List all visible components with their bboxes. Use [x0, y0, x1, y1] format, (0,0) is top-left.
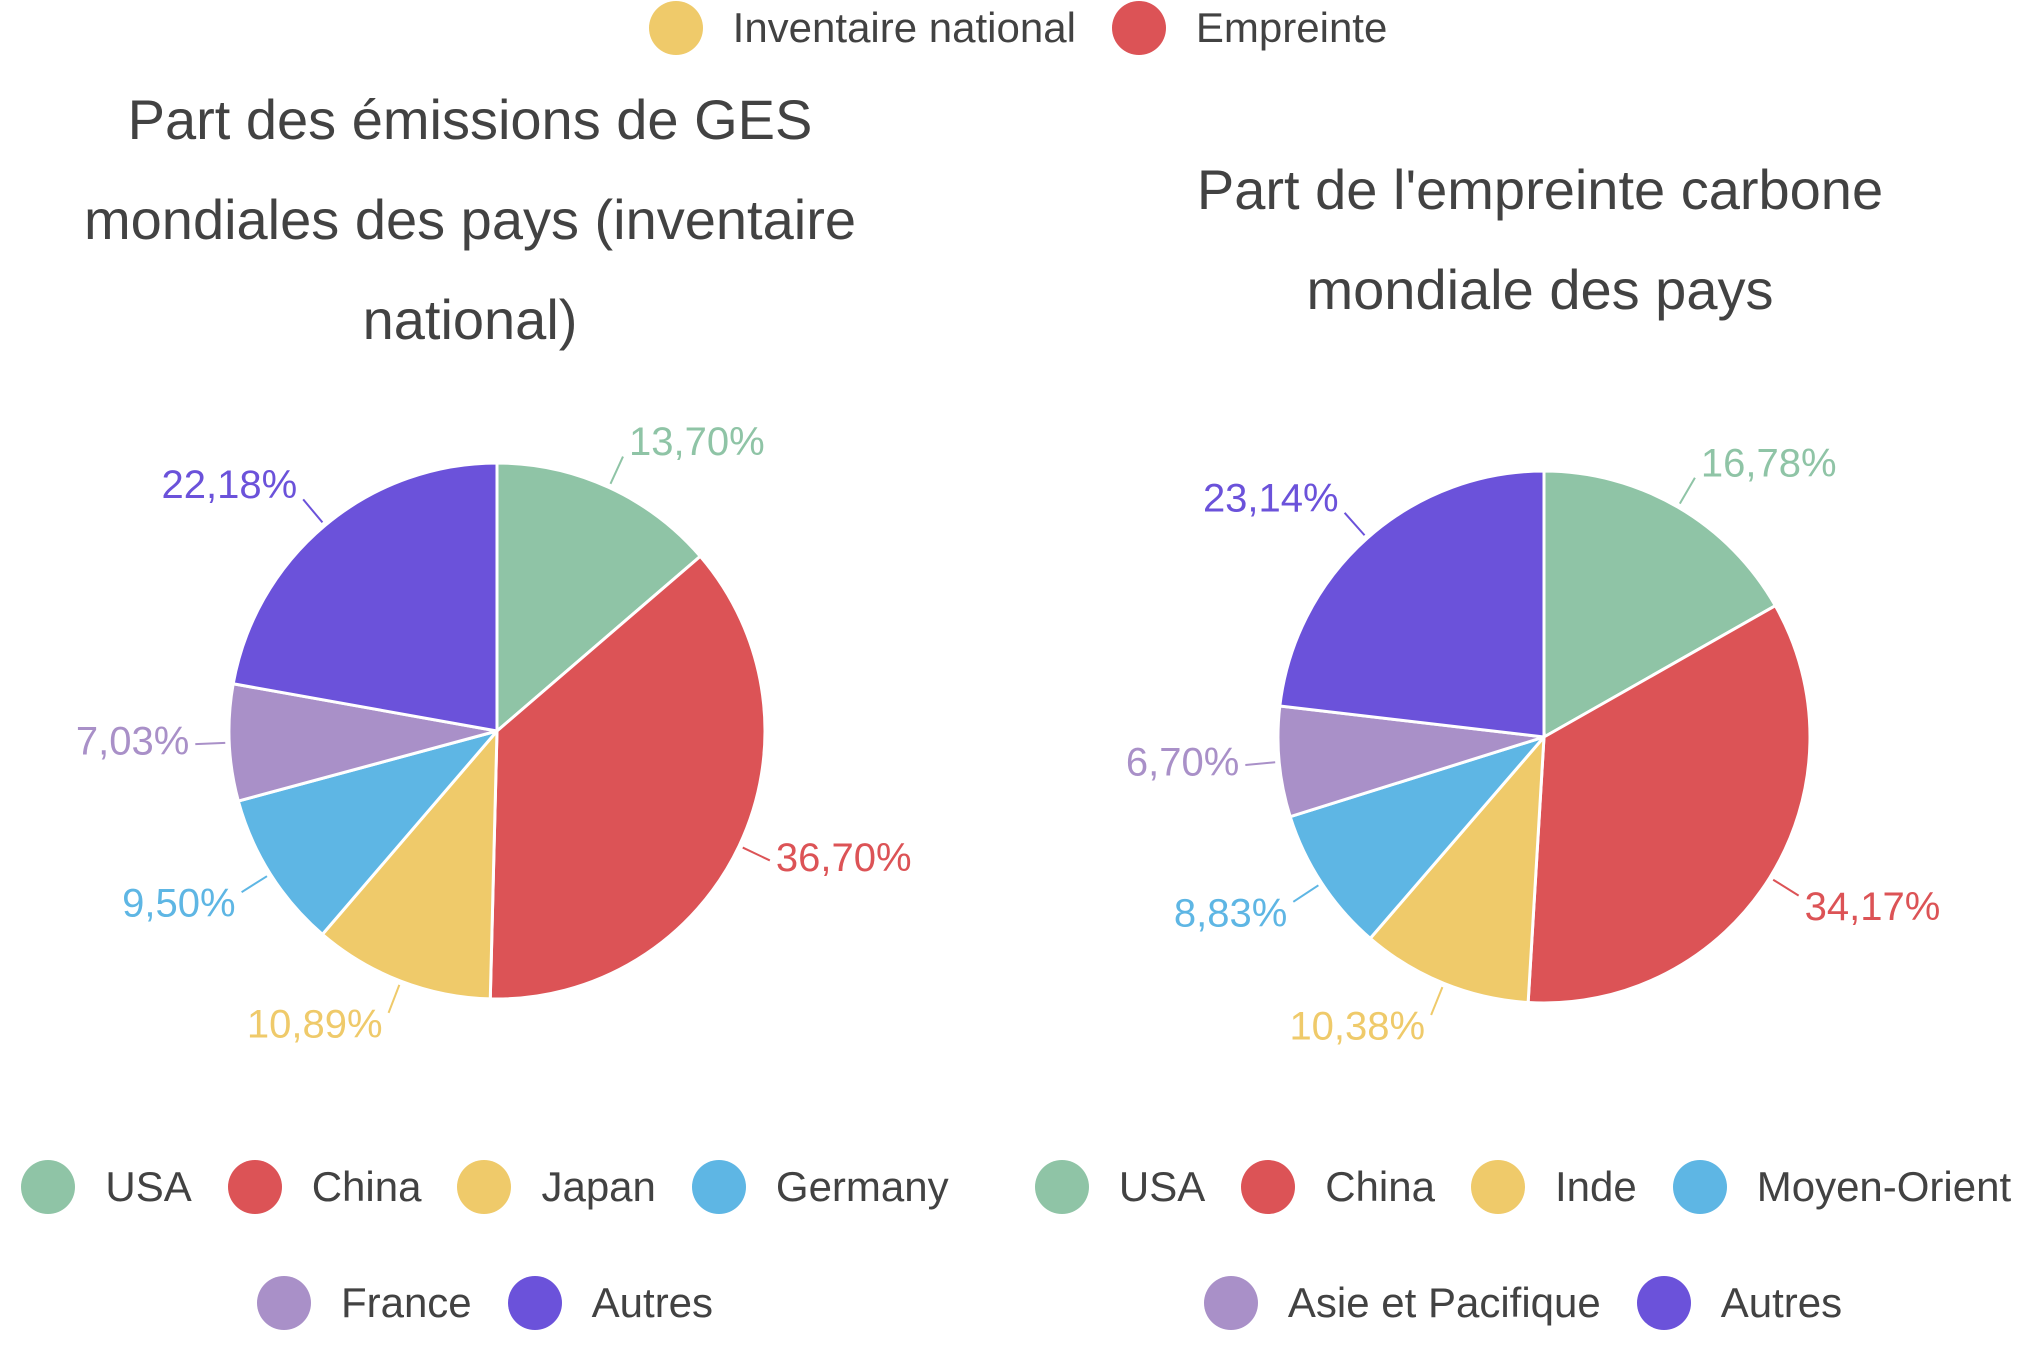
legend-label: China [1325, 1163, 1435, 1210]
leader-line [742, 846, 771, 862]
data-label: 8,83% [1174, 891, 1287, 935]
legend-item: Autres [1636, 1276, 1843, 1330]
legend-item: China [1241, 1160, 1435, 1214]
legend-swatch [1034, 1160, 1089, 1214]
data-label: 13,70% [629, 420, 765, 464]
leader-line [1343, 512, 1366, 536]
leader-line [195, 741, 226, 746]
leader-line [1772, 878, 1800, 897]
legend-swatch [256, 1276, 311, 1330]
data-label: 34,17% [1805, 885, 1941, 929]
legend-swatch [1241, 1160, 1296, 1214]
pie-slice [1278, 469, 1546, 739]
legend-swatch [1203, 1276, 1258, 1330]
legend-label: Inde [1554, 1163, 1637, 1210]
chart-title: Part de l'empreinte carbone mondiale des… [1196, 158, 1884, 321]
legend-item: USA [1034, 1160, 1206, 1214]
pie-slice [236, 728, 502, 937]
leader-line [609, 456, 624, 485]
leader-line [302, 498, 324, 524]
legend-item: Moyen-Orient [1672, 1160, 2012, 1214]
pie-slice [1526, 603, 1812, 1005]
chart-legend: USA China Japan Germany France Autres [0, 1160, 970, 1330]
data-label: 6,70% [1126, 741, 1239, 785]
legend-swatch [1672, 1160, 1727, 1214]
legend-item: Inde [1470, 1160, 1637, 1214]
pie-slice [320, 726, 499, 1001]
legend-label: Inventaire national [732, 4, 1076, 51]
legend-item: Germany [691, 1160, 949, 1214]
legend-swatch [1111, 1, 1166, 55]
legend-label: China [311, 1163, 422, 1210]
pie-slice [1368, 732, 1546, 1005]
pie-slice [1288, 733, 1549, 941]
legend-swatch [227, 1160, 282, 1214]
legend-swatch [691, 1160, 746, 1214]
data-label: 23,14% [1203, 476, 1339, 520]
legend-label: Empreinte [1195, 4, 1388, 51]
legend-label: France [340, 1279, 472, 1326]
legend-swatch [457, 1160, 512, 1214]
legend-swatch [21, 1160, 76, 1214]
top-legend: Inventaire national Empreinte [0, 0, 2036, 56]
data-label: 22,18% [162, 463, 298, 507]
legend-item: Empreinte [1111, 1, 1388, 55]
pie-slice [495, 461, 703, 735]
data-label: 10,38% [1289, 1005, 1425, 1049]
legend-item: France [256, 1276, 472, 1330]
legend-label: Germany [775, 1163, 949, 1210]
legend-swatch [1636, 1276, 1691, 1330]
data-label: 16,78% [1701, 441, 1837, 485]
data-label: 7,03% [76, 720, 189, 764]
data-label: 9,50% [122, 882, 235, 926]
legend-swatch [507, 1276, 562, 1330]
legend-label: Japan [541, 1163, 656, 1210]
legend-label: Asie et Pacifique [1287, 1279, 1601, 1326]
legend-label: USA [1118, 1163, 1206, 1210]
data-label: 10,89% [247, 1002, 383, 1046]
legend-item: Inventaire national [648, 1, 1076, 55]
legend-item: China [227, 1160, 422, 1214]
leader-line [1292, 884, 1319, 903]
legend-item: Autres [507, 1276, 714, 1330]
legend-item: Japan [457, 1160, 656, 1214]
leader-line [241, 875, 268, 894]
pie-slice [1542, 469, 1778, 740]
leader-line [1245, 761, 1276, 767]
leader-line [1678, 477, 1696, 505]
leader-line [1430, 986, 1444, 1016]
legend-label: Autres [1720, 1279, 1843, 1326]
legend-swatch [648, 1, 703, 55]
legend-item: Asie et Pacifique [1203, 1276, 1601, 1330]
pie-slice [231, 461, 499, 733]
legend-label: Autres [591, 1279, 714, 1326]
legend-swatch [1470, 1160, 1525, 1214]
legend-label: Moyen-Orient [1756, 1163, 2012, 1210]
pie-slice [488, 554, 767, 1001]
chart-title: Part des émissions de GES mondiales des … [84, 88, 856, 351]
data-label: 36,70% [776, 836, 912, 880]
leader-line [387, 984, 401, 1014]
chart-legend: USA China Inde Moyen-Orient Asie et Pacifiqu… [1010, 1160, 2036, 1330]
legend-item: USA [21, 1160, 192, 1214]
legend-label: USA [105, 1163, 192, 1210]
pie-slice [1276, 704, 1545, 819]
pie-slice [227, 682, 498, 803]
